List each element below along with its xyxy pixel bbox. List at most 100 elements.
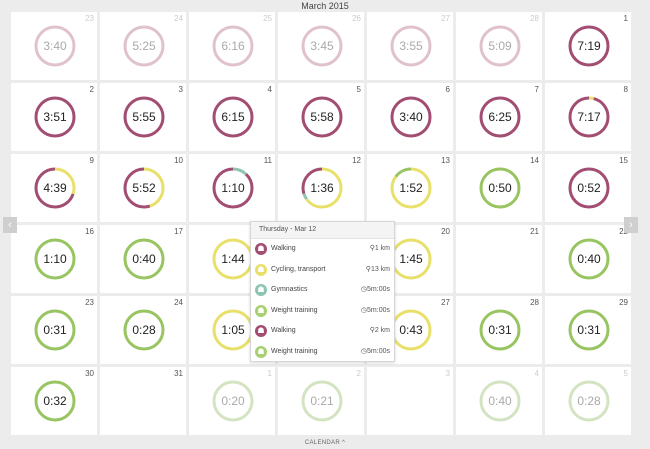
calendar-day-cell[interactable]: 25 6:16 bbox=[189, 12, 275, 80]
calendar-day-cell[interactable]: 16 1:10 bbox=[11, 225, 97, 293]
activity-ring: 5:58 bbox=[300, 95, 344, 139]
calendar-day-cell[interactable]: 7 6:25 bbox=[456, 83, 542, 151]
chevron-right-icon[interactable]: › bbox=[624, 217, 638, 233]
duration-value: 1:36 bbox=[310, 181, 334, 195]
calendar-day-cell[interactable]: 1 7:19 bbox=[545, 12, 631, 80]
calendar-day-cell[interactable]: 17 0:40 bbox=[100, 225, 186, 293]
activity-ring: 0:28 bbox=[567, 379, 611, 423]
calendar-day-cell[interactable]: 15 0:52 bbox=[545, 154, 631, 222]
day-number: 28 bbox=[530, 14, 539, 23]
activity-ring: 7:19 bbox=[567, 24, 611, 68]
calendar-day-cell[interactable]: 29 0:31 bbox=[545, 296, 631, 364]
duration-value: 0:31 bbox=[488, 323, 512, 337]
day-number: 11 bbox=[263, 156, 272, 165]
day-number: 5 bbox=[356, 85, 361, 94]
calendar-day-cell[interactable]: 8 7:17 bbox=[545, 83, 631, 151]
duration-value: 0:21 bbox=[310, 394, 334, 408]
activity-name: Weight training bbox=[271, 306, 318, 314]
calendar-day-cell[interactable]: 24 5:25 bbox=[100, 12, 186, 80]
calendar-day-cell[interactable]: 3 5:55 bbox=[100, 83, 186, 151]
ring-segment bbox=[34, 167, 76, 209]
day-number: 24 bbox=[174, 14, 183, 23]
activity-row[interactable]: ☗ Walking ⚲2 km bbox=[251, 321, 394, 342]
calendar-day-cell[interactable]: 23 0:31 bbox=[11, 296, 97, 364]
day-number: 29 bbox=[619, 298, 628, 307]
day-number: 2 bbox=[356, 369, 361, 378]
calendar-day-cell[interactable]: 4 6:15 bbox=[189, 83, 275, 151]
quantity-value: 5m:00s bbox=[367, 286, 390, 293]
calendar-day-cell[interactable]: 5 5:58 bbox=[278, 83, 364, 151]
chevron-left-icon[interactable]: ‹ bbox=[3, 217, 17, 233]
calendar-day-cell[interactable]: 11 1:10 bbox=[189, 154, 275, 222]
duration-value: 1:45 bbox=[399, 252, 423, 266]
activity-ring: 6:16 bbox=[211, 24, 255, 68]
duration-value: 5:52 bbox=[132, 181, 156, 195]
calendar-day-cell[interactable]: 12 1:36 bbox=[278, 154, 364, 222]
duration-value: 1:10 bbox=[43, 252, 67, 266]
activity-row[interactable]: ☗ Weight training ◷5m:00s bbox=[251, 342, 394, 363]
activity-ring: 0:20 bbox=[211, 379, 255, 423]
day-number: 1 bbox=[623, 14, 628, 23]
ring-segment bbox=[568, 25, 610, 67]
cycling-icon: ☗ bbox=[255, 263, 267, 276]
activity-quantity: ◷5m:00s bbox=[361, 342, 390, 363]
duration-value: 4:39 bbox=[43, 181, 67, 195]
day-number: 30 bbox=[85, 369, 94, 378]
duration-value: 1:44 bbox=[221, 252, 245, 266]
ring-segment bbox=[123, 96, 165, 138]
activity-name: Weight training bbox=[271, 347, 318, 355]
duration-value: 5:55 bbox=[132, 110, 156, 124]
duration-value: 0:52 bbox=[577, 181, 601, 195]
calendar-day-cell[interactable]: 28 5:09 bbox=[456, 12, 542, 80]
calendar-day-cell[interactable]: 22 0:40 bbox=[545, 225, 631, 293]
activity-name: Walking bbox=[271, 245, 296, 252]
duration-value: 7:19 bbox=[577, 39, 601, 53]
day-number: 31 bbox=[174, 369, 183, 378]
calendar-toggle[interactable]: CALENDAR ^ bbox=[0, 440, 650, 446]
calendar-day-cell[interactable]: 9 4:39 bbox=[11, 154, 97, 222]
calendar-day-cell[interactable]: 5 0:28 bbox=[545, 367, 631, 435]
calendar-day-cell[interactable]: 3 bbox=[367, 367, 453, 435]
calendar-day-cell[interactable]: 31 bbox=[100, 367, 186, 435]
day-number: 10 bbox=[174, 156, 183, 165]
calendar-day-cell[interactable]: 26 3:45 bbox=[278, 12, 364, 80]
calendar-day-cell[interactable]: 2 3:51 bbox=[11, 83, 97, 151]
quantity-value: 2 km bbox=[374, 327, 390, 334]
popup-date: Thursday - Mar 12 bbox=[251, 222, 394, 239]
day-number: 23 bbox=[85, 14, 94, 23]
activity-row[interactable]: ☗ Walking ⚲1 km bbox=[251, 239, 394, 260]
calendar-day-cell[interactable]: 23 3:40 bbox=[11, 12, 97, 80]
calendar-day-cell[interactable]: 14 0:50 bbox=[456, 154, 542, 222]
calendar-day-cell[interactable]: 24 0:28 bbox=[100, 296, 186, 364]
activity-row[interactable]: ☗ Gymnastics ◷5m:00s bbox=[251, 280, 394, 301]
calendar-day-cell[interactable]: 4 0:40 bbox=[456, 367, 542, 435]
chevron-up-icon: ^ bbox=[341, 440, 346, 446]
activity-row[interactable]: ☗ Cycling, transport ⚲13 km bbox=[251, 260, 394, 281]
activity-row[interactable]: ☗ Weight training ◷5m:00s bbox=[251, 301, 394, 322]
calendar-day-cell[interactable]: 30 0:32 bbox=[11, 367, 97, 435]
day-number: 4 bbox=[534, 369, 539, 378]
day-number: 8 bbox=[623, 85, 628, 94]
activity-ring: 7:17 bbox=[567, 95, 611, 139]
day-number: 3 bbox=[178, 85, 183, 94]
activity-ring: 5:25 bbox=[122, 24, 166, 68]
quantity-icon: ◷ bbox=[360, 286, 368, 293]
activity-ring: 3:40 bbox=[389, 95, 433, 139]
calendar-day-cell[interactable]: 1 0:20 bbox=[189, 367, 275, 435]
ring-segment bbox=[568, 238, 610, 280]
calendar-label: CALENDAR bbox=[304, 440, 340, 446]
activity-ring: 0:50 bbox=[478, 166, 522, 210]
calendar-day-cell[interactable]: 6 3:40 bbox=[367, 83, 453, 151]
day-number: 25 bbox=[263, 14, 272, 23]
day-number: 14 bbox=[530, 156, 539, 165]
calendar-day-cell[interactable]: 28 0:31 bbox=[456, 296, 542, 364]
calendar-day-cell[interactable]: 13 1:52 bbox=[367, 154, 453, 222]
calendar-day-cell[interactable]: 2 0:21 bbox=[278, 367, 364, 435]
duration-value: 0:31 bbox=[577, 323, 601, 337]
calendar-day-cell[interactable]: 21 bbox=[456, 225, 542, 293]
calendar-day-cell[interactable]: 27 3:55 bbox=[367, 12, 453, 80]
activity-ring: 0:43 bbox=[389, 308, 433, 352]
ring-segment bbox=[212, 167, 254, 209]
ring-segment bbox=[123, 309, 165, 351]
calendar-day-cell[interactable]: 10 5:52 bbox=[100, 154, 186, 222]
